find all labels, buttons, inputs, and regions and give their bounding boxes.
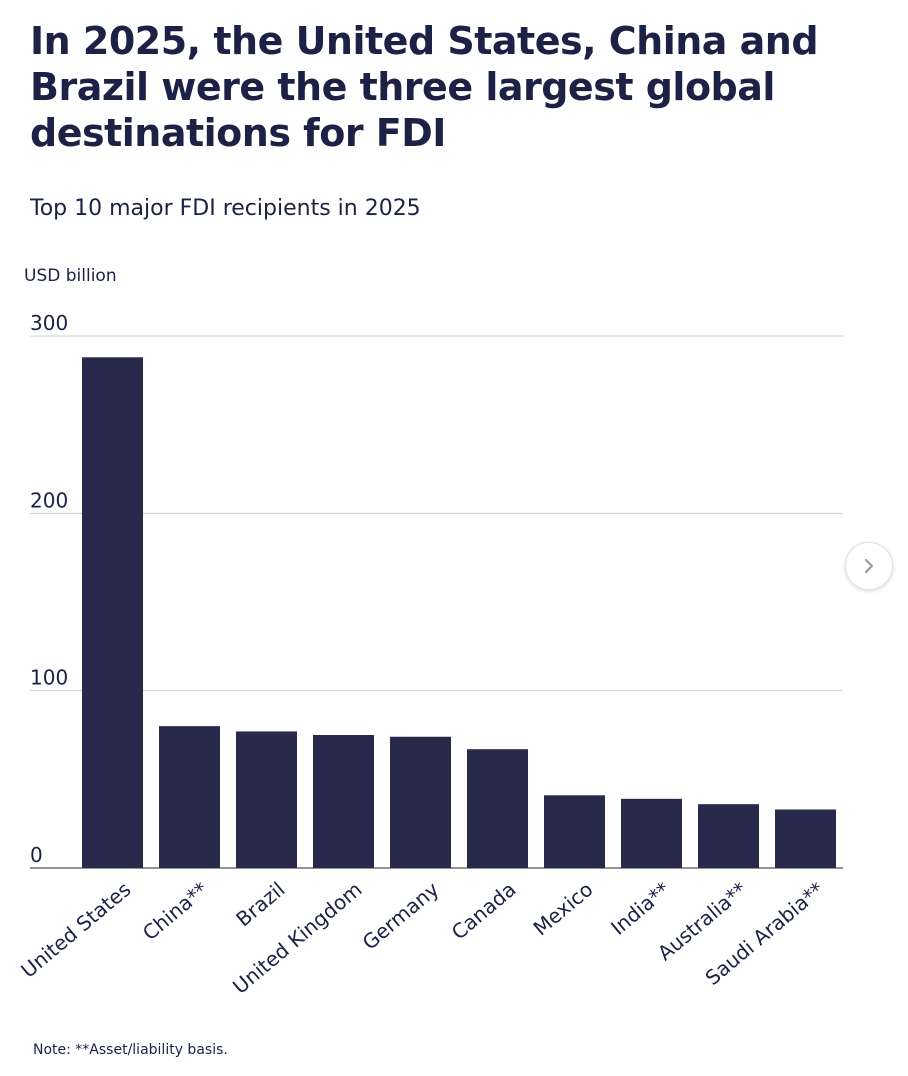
bar-china (159, 726, 220, 868)
bar-india (621, 798, 682, 868)
y-tick-label-200: 200 (30, 488, 68, 512)
bars (82, 357, 836, 868)
bar-canada (467, 749, 528, 868)
next-slide-button[interactable] (845, 542, 893, 590)
chart-title: In 2025, the United States, China and Br… (30, 19, 819, 155)
x-tick-label-united-states: United States (16, 877, 135, 982)
y-axis-unit-label: USD billion (24, 266, 117, 286)
bar-united-kingdom (313, 735, 374, 868)
x-tick-label-mexico: Mexico (529, 877, 598, 940)
x-tick-label-brazil: Brazil (231, 877, 289, 931)
bar-chart: 0 100 200 300 United States China** BrazilUni… (16, 311, 843, 999)
y-tick-label-300: 300 (30, 311, 68, 335)
y-axis-ticks: 0 100 200 300 (30, 311, 68, 867)
chart-subtitle: Top 10 major FDI recipients in 2025 (30, 196, 421, 221)
bar-united-states (82, 357, 143, 868)
x-tick-label-germany: Germany (358, 877, 444, 955)
x-tick-label-canada: Canada (447, 877, 521, 944)
bar-mexico (544, 795, 605, 868)
bar-germany (390, 736, 451, 868)
x-tick-label-china: China** (138, 877, 213, 945)
bar-australia (698, 804, 759, 868)
bar-saudi-arabia (775, 809, 836, 868)
x-tick-label-india: India** (606, 877, 674, 940)
x-tick-label-united-kingdom: United Kingdom (228, 877, 366, 999)
y-tick-label-100: 100 (30, 666, 68, 690)
y-tick-label-0: 0 (30, 843, 43, 867)
chart-note: Note: **Asset/liability basis. (33, 1042, 228, 1058)
chevron-right-icon (864, 558, 874, 574)
bar-brazil (236, 731, 297, 868)
